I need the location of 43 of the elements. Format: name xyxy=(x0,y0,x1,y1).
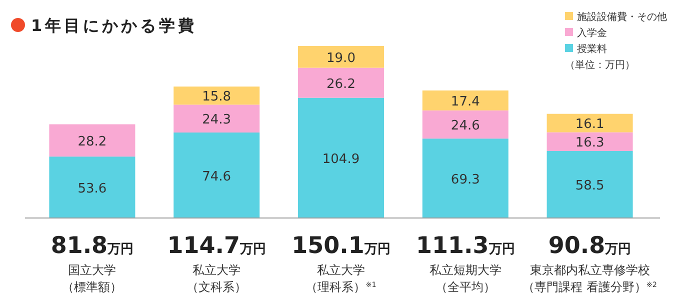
x-tick-label: 私立大学（理科系）$^{※1}$ xyxy=(306,263,376,294)
bar xyxy=(546,114,633,132)
legend-label: 授業料 xyxy=(577,43,607,55)
bar xyxy=(422,90,508,110)
x-tick-label: 東京都内私立専修学校（専門課程 看護分野）$^{※2}$ xyxy=(522,263,658,294)
data-label: 53.6 xyxy=(78,181,107,196)
bar xyxy=(298,68,384,98)
bar xyxy=(49,124,136,157)
bar xyxy=(174,86,260,105)
legend-label: 入学金 xyxy=(577,27,607,39)
data-label: 16.3 xyxy=(575,136,604,151)
bar xyxy=(174,132,260,218)
x-tick-label: 私立短期大学（全平均） xyxy=(429,263,502,294)
bar xyxy=(546,132,633,151)
bar xyxy=(298,46,384,68)
bar xyxy=(298,98,384,218)
bar xyxy=(174,104,260,133)
total-label: 150.1万円 xyxy=(292,233,390,259)
legend-label: 施設設備費・その他 xyxy=(577,11,667,23)
total-label: 114.7万円 xyxy=(167,233,266,259)
annotation: （単位：万円） xyxy=(565,59,635,71)
data-label: 28.2 xyxy=(78,134,107,150)
x-tick-label: 国立大学（標準額） xyxy=(62,263,122,294)
bar xyxy=(49,156,136,218)
data-label: 24.3 xyxy=(202,112,232,128)
total-label: 81.8万円 xyxy=(50,233,134,259)
total-label: 111.3万円 xyxy=(416,233,515,259)
data-label: 17.4 xyxy=(450,94,480,110)
chart-title: 1年目にかかる学費 xyxy=(31,16,198,35)
data-label: 69.3 xyxy=(450,172,480,188)
data-label: 58.5 xyxy=(575,178,604,194)
bar xyxy=(422,110,508,139)
data-label: 74.6 xyxy=(202,169,232,184)
data-label: 24.6 xyxy=(450,118,480,134)
x-tick-label: 私立大学（文科系） xyxy=(186,263,247,294)
data-label: 15.8 xyxy=(202,90,232,105)
total-label: 90.8万円 xyxy=(548,233,632,259)
data-label: 104.9 xyxy=(322,152,360,167)
bar xyxy=(546,150,633,218)
data-label: 16.1 xyxy=(575,117,604,132)
data-label: 19.0 xyxy=(326,50,356,66)
bar xyxy=(422,138,508,218)
data-label: 26.2 xyxy=(326,76,356,92)
